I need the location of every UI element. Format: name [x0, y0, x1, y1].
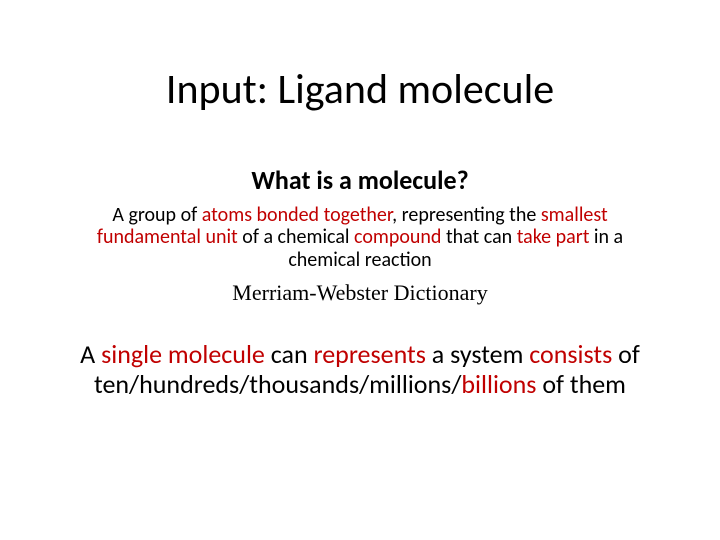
body-highlight: billions	[461, 368, 536, 400]
definition-highlight: take part	[517, 225, 590, 249]
body-part: A	[80, 338, 101, 370]
definition-highlight: compound	[354, 225, 441, 249]
body-highlight: represents	[314, 338, 426, 370]
body-highlight: consists	[529, 338, 612, 370]
definition-text: A group of atoms bonded together, repres…	[0, 204, 720, 271]
slide-subtitle: What is a molecule?	[0, 164, 720, 196]
definition-part: A group of	[112, 203, 201, 227]
definition-highlight: atoms bonded together	[202, 203, 392, 227]
body-text: A single molecule can represents a syste…	[0, 340, 720, 400]
body-part: can	[265, 338, 314, 370]
definition-part: that can	[441, 225, 516, 249]
slide-title: Input: Ligand molecule	[0, 64, 720, 115]
body-part: a system	[426, 338, 529, 370]
body-highlight: single molecule	[101, 338, 265, 370]
body-part: of them	[536, 368, 625, 400]
definition-part: of a chemical	[238, 225, 354, 249]
definition-source: Merriam-Webster Dictionary	[0, 280, 720, 306]
slide: Input: Ligand molecule What is a molecul…	[0, 0, 720, 540]
definition-part: , representing the	[392, 203, 541, 227]
